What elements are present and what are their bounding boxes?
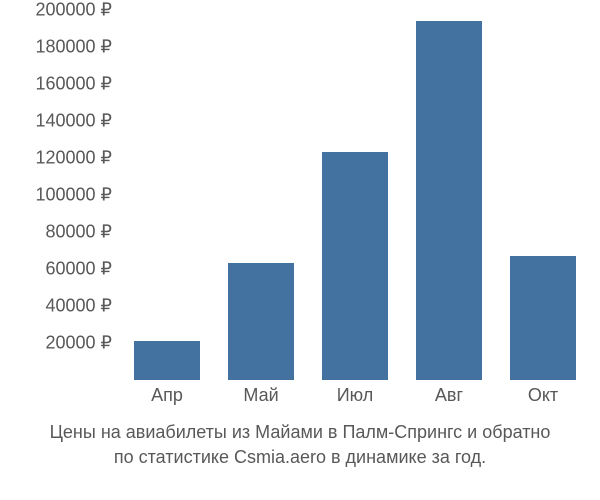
x-tick-label: Июл [337, 385, 374, 406]
x-tick-label: Апр [151, 385, 183, 406]
x-tick-label: Авг [435, 385, 463, 406]
y-tick-label: 140000 ₽ [35, 111, 112, 132]
y-axis: 20000 ₽ 40000 ₽ 60000 ₽ 80000 ₽ 100000 ₽ 1200… [0, 10, 120, 380]
y-tick-label: 160000 ₽ [35, 74, 112, 95]
bar [322, 152, 388, 380]
price-chart: 20000 ₽ 40000 ₽ 60000 ₽ 80000 ₽ 100000 ₽ 1200… [0, 10, 600, 400]
y-tick-label: 180000 ₽ [35, 37, 112, 58]
y-tick-label: 20000 ₽ [45, 333, 112, 354]
caption-line-2: по статистике Csmia.aero в динамике за г… [114, 447, 486, 467]
bar [416, 21, 482, 380]
bar [134, 341, 200, 380]
bar [228, 263, 294, 380]
chart-caption: Цены на авиабилеты из Майами в Палм-Спри… [0, 420, 600, 470]
x-tick-label: Май [243, 385, 278, 406]
plot-area [120, 10, 590, 380]
y-tick-label: 200000 ₽ [35, 0, 112, 21]
x-tick-label: Окт [528, 385, 558, 406]
y-tick-label: 100000 ₽ [35, 185, 112, 206]
x-axis: Апр Май Июл Авг Окт [120, 385, 590, 410]
y-tick-label: 60000 ₽ [45, 259, 112, 280]
y-tick-label: 120000 ₽ [35, 148, 112, 169]
y-tick-label: 40000 ₽ [45, 296, 112, 317]
bar [510, 256, 576, 380]
caption-line-1: Цены на авиабилеты из Майами в Палм-Спри… [50, 422, 551, 442]
y-tick-label: 80000 ₽ [45, 222, 112, 243]
